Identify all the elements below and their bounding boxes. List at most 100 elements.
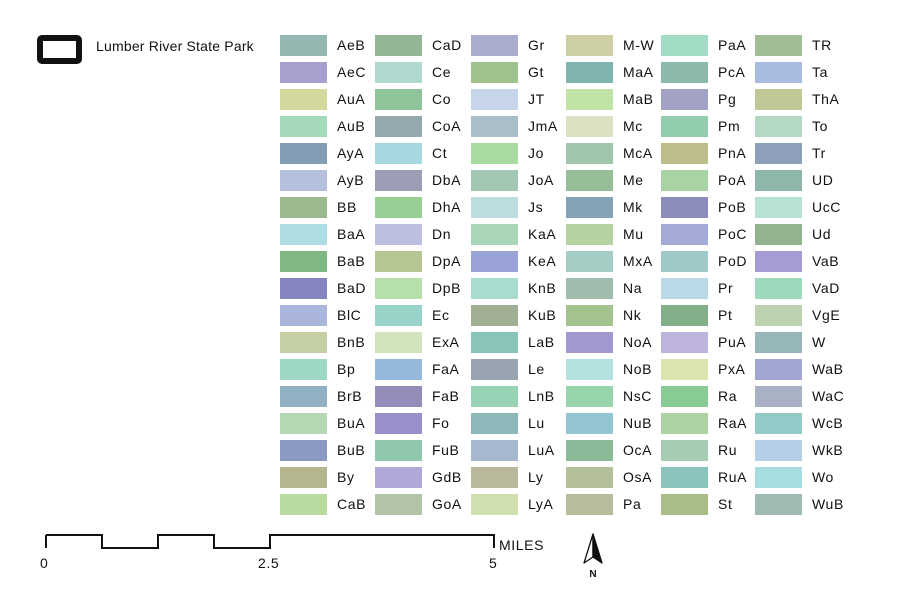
legend-swatch — [661, 278, 708, 299]
legend-swatch — [375, 89, 422, 110]
legend-item: Ru — [661, 440, 757, 467]
legend-swatch — [661, 413, 708, 434]
legend-code: AuA — [337, 91, 366, 107]
legend-swatch — [755, 359, 802, 380]
legend-item: NoA — [566, 332, 662, 359]
legend-item: W — [755, 332, 851, 359]
legend-swatch — [471, 332, 518, 353]
legend-code: Me — [623, 172, 644, 188]
legend-code: KaA — [528, 226, 557, 242]
legend-item: NsC — [566, 386, 662, 413]
legend-item: DpB — [375, 278, 471, 305]
legend-code: St — [718, 496, 733, 512]
legend-swatch — [566, 305, 613, 326]
legend-code: Ec — [432, 307, 450, 323]
legend-code: Fo — [432, 415, 450, 431]
legend-column: Gr Gt JT JmA Jo JoA Js KaA KeA KnB KuB LaB Le LnB Lu Lu… — [471, 35, 567, 521]
legend-code: AeB — [337, 37, 366, 53]
legend-item: To — [755, 116, 851, 143]
legend-swatch — [375, 62, 422, 83]
legend-item: Tr — [755, 143, 851, 170]
legend-item: JoA — [471, 170, 567, 197]
park-boundary-label: Lumber River State Park — [96, 38, 254, 54]
legend-item: Lu — [471, 413, 567, 440]
legend-code: Mu — [623, 226, 644, 242]
legend-code: FuB — [432, 442, 460, 458]
legend-code: Dn — [432, 226, 452, 242]
legend-swatch — [471, 278, 518, 299]
legend-item: PcA — [661, 62, 757, 89]
legend-swatch — [661, 143, 708, 164]
legend-swatch — [661, 467, 708, 488]
legend-swatch — [280, 35, 327, 56]
legend-swatch — [661, 251, 708, 272]
legend-code: VgE — [812, 307, 841, 323]
legend-swatch — [471, 224, 518, 245]
legend-item: WaC — [755, 386, 851, 413]
legend-code: KnB — [528, 280, 557, 296]
legend-item: Mc — [566, 116, 662, 143]
legend-swatch — [566, 251, 613, 272]
legend-item: M-W — [566, 35, 662, 62]
legend-code: WcB — [812, 415, 844, 431]
legend-code: Mk — [623, 199, 643, 215]
legend-code: BlC — [337, 307, 362, 323]
legend-code: McA — [623, 145, 653, 161]
legend-item: BaD — [280, 278, 376, 305]
legend-code: BrB — [337, 388, 363, 404]
legend-code: PcA — [718, 64, 746, 80]
legend-code: LnB — [528, 388, 555, 404]
park-boundary-symbol — [37, 35, 82, 64]
scale-unit: MILES — [499, 537, 545, 553]
legend-code: JT — [528, 91, 545, 107]
legend-code: NoB — [623, 361, 653, 377]
legend-code: UD — [812, 172, 834, 188]
legend-item: FaB — [375, 386, 471, 413]
legend-item: MxA — [566, 251, 662, 278]
legend-swatch — [280, 62, 327, 83]
legend-swatch — [566, 197, 613, 218]
legend-item: Pa — [566, 494, 662, 521]
legend-swatch — [755, 89, 802, 110]
legend-swatch — [566, 89, 613, 110]
legend-item: GdB — [375, 467, 471, 494]
legend-code: CaB — [337, 496, 367, 512]
legend-item: FaA — [375, 359, 471, 386]
legend-swatch — [471, 251, 518, 272]
legend-code: AeC — [337, 64, 367, 80]
legend-swatch — [280, 305, 327, 326]
legend-item: VaB — [755, 251, 851, 278]
legend-item: BaA — [280, 224, 376, 251]
legend-column: TR Ta ThA To Tr UD UcC Ud VaB VaD VgE W WaB WaC WcB WkB… — [755, 35, 851, 521]
legend-swatch — [566, 143, 613, 164]
legend-code: PuA — [718, 334, 747, 350]
legend-swatch — [661, 116, 708, 137]
legend-swatch — [471, 143, 518, 164]
legend-item: UcC — [755, 197, 851, 224]
legend-item: Me — [566, 170, 662, 197]
legend-code: KuB — [528, 307, 557, 323]
legend-item: Pt — [661, 305, 757, 332]
legend-swatch — [471, 413, 518, 434]
legend-item: AyB — [280, 170, 376, 197]
legend-code: PnA — [718, 145, 747, 161]
legend-swatch — [566, 359, 613, 380]
north-label: N — [589, 569, 596, 580]
legend-code: Ta — [812, 64, 828, 80]
legend-swatch — [566, 386, 613, 407]
north-arrow-icon: N — [583, 533, 603, 580]
legend-swatch — [280, 89, 327, 110]
legend-item: Dn — [375, 224, 471, 251]
legend-code: Js — [528, 199, 544, 215]
legend-item: Pg — [661, 89, 757, 116]
legend-swatch — [661, 62, 708, 83]
legend-swatch — [280, 224, 327, 245]
scale-label-end: 5 — [489, 555, 498, 571]
legend-code: PoB — [718, 199, 747, 215]
legend-swatch — [661, 494, 708, 515]
legend-code: KeA — [528, 253, 557, 269]
legend-code: W — [812, 334, 826, 350]
legend-swatch — [566, 494, 613, 515]
legend-code: OcA — [623, 442, 653, 458]
legend-swatch — [755, 170, 802, 191]
